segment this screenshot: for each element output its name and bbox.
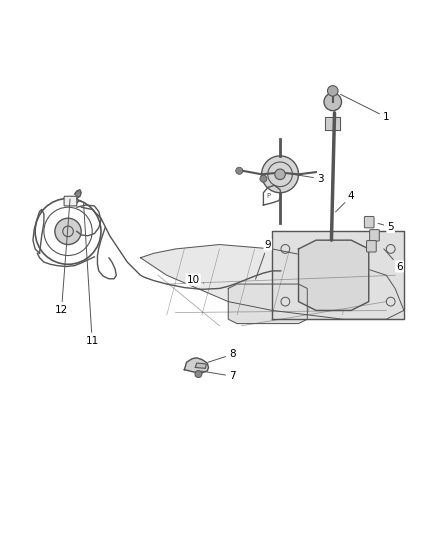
Circle shape bbox=[235, 167, 242, 174]
Circle shape bbox=[259, 175, 266, 182]
Polygon shape bbox=[272, 231, 403, 319]
Circle shape bbox=[323, 93, 341, 111]
FancyBboxPatch shape bbox=[366, 240, 375, 252]
Text: 5: 5 bbox=[377, 222, 393, 232]
Text: 10: 10 bbox=[186, 274, 203, 285]
FancyBboxPatch shape bbox=[364, 216, 373, 228]
Text: 7: 7 bbox=[201, 371, 236, 381]
Circle shape bbox=[194, 370, 201, 377]
Text: P: P bbox=[266, 193, 270, 199]
Circle shape bbox=[327, 86, 337, 96]
Polygon shape bbox=[324, 117, 339, 131]
Circle shape bbox=[75, 191, 81, 197]
FancyBboxPatch shape bbox=[64, 196, 77, 206]
Text: 1: 1 bbox=[340, 94, 389, 122]
Text: 8: 8 bbox=[208, 349, 236, 362]
Text: 3: 3 bbox=[290, 174, 323, 184]
Polygon shape bbox=[184, 358, 208, 373]
Circle shape bbox=[261, 156, 298, 193]
Text: 6: 6 bbox=[383, 249, 402, 271]
Polygon shape bbox=[298, 240, 368, 310]
Polygon shape bbox=[228, 284, 307, 324]
Text: 12: 12 bbox=[55, 199, 70, 316]
Text: 4: 4 bbox=[335, 191, 354, 212]
Text: 11: 11 bbox=[83, 204, 99, 346]
Circle shape bbox=[55, 218, 81, 245]
Circle shape bbox=[274, 169, 285, 180]
Polygon shape bbox=[140, 245, 403, 319]
Text: 9: 9 bbox=[255, 239, 271, 279]
Polygon shape bbox=[195, 363, 206, 368]
FancyBboxPatch shape bbox=[369, 230, 378, 241]
